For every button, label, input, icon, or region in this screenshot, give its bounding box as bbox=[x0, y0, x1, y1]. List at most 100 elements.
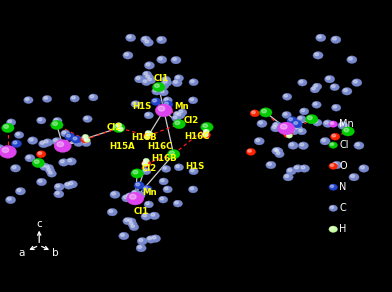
Circle shape bbox=[332, 104, 341, 111]
Circle shape bbox=[314, 120, 318, 123]
Circle shape bbox=[89, 94, 98, 101]
Circle shape bbox=[339, 123, 343, 126]
Circle shape bbox=[283, 173, 293, 181]
Circle shape bbox=[152, 88, 162, 95]
Circle shape bbox=[314, 102, 317, 105]
Circle shape bbox=[163, 80, 167, 83]
Circle shape bbox=[282, 111, 291, 118]
Text: Mn: Mn bbox=[142, 188, 156, 197]
Circle shape bbox=[250, 110, 260, 117]
Circle shape bbox=[137, 193, 140, 196]
Circle shape bbox=[82, 134, 89, 139]
Circle shape bbox=[325, 75, 335, 83]
Circle shape bbox=[169, 151, 174, 155]
Circle shape bbox=[173, 200, 183, 207]
Circle shape bbox=[330, 133, 340, 140]
Circle shape bbox=[318, 35, 321, 38]
Circle shape bbox=[190, 187, 194, 190]
Circle shape bbox=[297, 115, 306, 122]
Circle shape bbox=[143, 163, 145, 164]
Text: Cl: Cl bbox=[339, 140, 349, 150]
Circle shape bbox=[114, 125, 120, 128]
Circle shape bbox=[148, 237, 151, 240]
Text: Mn: Mn bbox=[174, 102, 189, 111]
Circle shape bbox=[160, 197, 163, 200]
Circle shape bbox=[293, 165, 303, 172]
Circle shape bbox=[276, 152, 280, 154]
Circle shape bbox=[158, 57, 162, 60]
Circle shape bbox=[320, 138, 330, 145]
Circle shape bbox=[285, 130, 291, 134]
Circle shape bbox=[142, 168, 151, 175]
Circle shape bbox=[75, 141, 79, 143]
Circle shape bbox=[144, 112, 153, 119]
Circle shape bbox=[117, 127, 123, 131]
Circle shape bbox=[359, 165, 369, 172]
Circle shape bbox=[145, 136, 147, 138]
Circle shape bbox=[344, 128, 349, 132]
Circle shape bbox=[146, 113, 149, 116]
Circle shape bbox=[44, 97, 47, 99]
Circle shape bbox=[330, 206, 334, 208]
Circle shape bbox=[85, 139, 87, 140]
Text: H: H bbox=[339, 224, 347, 234]
Circle shape bbox=[356, 143, 359, 146]
Circle shape bbox=[27, 156, 31, 159]
Circle shape bbox=[142, 37, 146, 40]
Circle shape bbox=[116, 123, 122, 127]
Circle shape bbox=[54, 190, 64, 198]
Circle shape bbox=[298, 142, 309, 150]
Circle shape bbox=[60, 160, 64, 163]
Circle shape bbox=[190, 98, 194, 101]
Circle shape bbox=[278, 122, 295, 135]
Circle shape bbox=[43, 139, 53, 146]
Circle shape bbox=[125, 34, 136, 41]
Circle shape bbox=[142, 79, 151, 86]
Circle shape bbox=[6, 119, 16, 126]
Text: Cl2: Cl2 bbox=[142, 164, 157, 173]
Circle shape bbox=[260, 108, 272, 117]
Circle shape bbox=[202, 133, 209, 137]
Circle shape bbox=[325, 121, 328, 124]
Text: H16C: H16C bbox=[184, 132, 210, 141]
Circle shape bbox=[145, 131, 151, 135]
Circle shape bbox=[15, 187, 25, 195]
Circle shape bbox=[330, 185, 334, 187]
Circle shape bbox=[78, 137, 87, 144]
Circle shape bbox=[46, 166, 49, 168]
Circle shape bbox=[286, 167, 296, 175]
Circle shape bbox=[266, 161, 276, 169]
Circle shape bbox=[292, 120, 302, 128]
Circle shape bbox=[330, 143, 334, 145]
Circle shape bbox=[330, 122, 334, 124]
Circle shape bbox=[84, 138, 90, 142]
Circle shape bbox=[146, 63, 150, 66]
Circle shape bbox=[160, 108, 163, 111]
Circle shape bbox=[54, 183, 64, 191]
Circle shape bbox=[159, 82, 169, 89]
Circle shape bbox=[71, 136, 82, 143]
Circle shape bbox=[297, 128, 307, 135]
Text: Mn: Mn bbox=[339, 119, 354, 129]
Circle shape bbox=[119, 232, 129, 240]
Circle shape bbox=[128, 219, 132, 222]
Circle shape bbox=[173, 119, 185, 129]
Text: H1S: H1S bbox=[132, 102, 151, 111]
Circle shape bbox=[158, 106, 165, 111]
Circle shape bbox=[143, 158, 149, 163]
Circle shape bbox=[164, 102, 168, 105]
Circle shape bbox=[332, 161, 342, 169]
Circle shape bbox=[34, 160, 39, 164]
Circle shape bbox=[305, 114, 318, 124]
Circle shape bbox=[29, 138, 33, 141]
Circle shape bbox=[24, 97, 33, 104]
Circle shape bbox=[135, 192, 145, 199]
Circle shape bbox=[82, 140, 91, 147]
Circle shape bbox=[352, 79, 362, 86]
Circle shape bbox=[312, 87, 315, 90]
Circle shape bbox=[69, 182, 73, 185]
Circle shape bbox=[313, 52, 323, 59]
Circle shape bbox=[136, 244, 146, 252]
Circle shape bbox=[49, 171, 52, 174]
Circle shape bbox=[145, 40, 149, 43]
